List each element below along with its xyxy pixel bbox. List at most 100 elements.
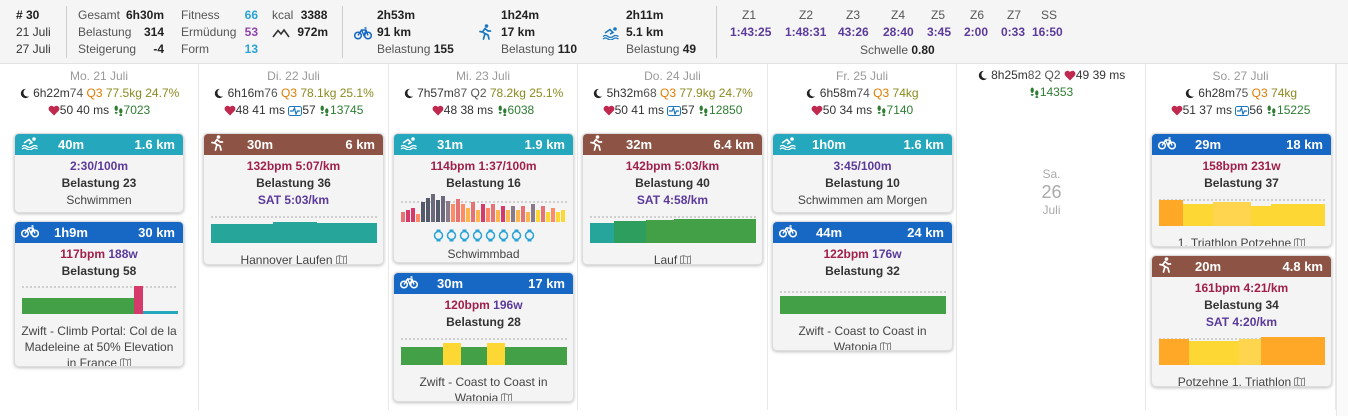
day-header[interactable]: Do. 24 Juli xyxy=(644,69,701,83)
day-header[interactable]: Mi. 23 Juli xyxy=(455,69,511,83)
activity-card[interactable]: 40m 1.6 km 2:30/100m Belastung 23 Schwim… xyxy=(14,133,184,213)
weight: 74kg xyxy=(892,86,919,100)
activity-card[interactable]: 29m 18 km 158bpm 231w Belastung 37 1. Tr… xyxy=(1151,133,1332,247)
zone-bar xyxy=(487,343,505,365)
activity-name: Zwift - Climb Portal: Col de la Madelein… xyxy=(21,324,177,367)
activity-belastung: Belastung 10 xyxy=(825,176,900,190)
day-header[interactable]: Fr. 25 Juli xyxy=(835,69,889,83)
activity-card[interactable]: 1h9m 30 km 117bpm 188w Belastung 58 Zwif… xyxy=(14,221,184,367)
zone-bar xyxy=(1261,337,1325,365)
body-fat: 25.1% xyxy=(529,86,564,100)
activity-hr: 142bpm xyxy=(625,159,672,173)
resting-hr: 50 xyxy=(59,103,74,117)
resting-hr: 49 xyxy=(1075,68,1090,82)
heart-icon xyxy=(603,105,615,116)
sleep-time: 6h58m xyxy=(819,86,857,100)
heart-icon xyxy=(1064,70,1076,81)
map-icon[interactable] xyxy=(336,255,347,265)
schwelle: Schwelle 0.80 xyxy=(860,42,935,59)
activity-power: 188w xyxy=(108,247,138,261)
activity-distance: 18 km xyxy=(1286,137,1323,152)
vitals-row: 48 38 ms 6038 xyxy=(389,102,577,119)
schwelle-value: 0.80 xyxy=(911,43,935,57)
map-icon[interactable] xyxy=(1294,377,1305,387)
activity-duration: 32m xyxy=(625,137,653,152)
activity-name-wrap: Lauf xyxy=(583,252,762,265)
zone-label: Z1 xyxy=(742,8,757,22)
fitness-values: 66 53 13 xyxy=(236,7,258,58)
activity-duration: 44m xyxy=(815,225,843,240)
steps-icon xyxy=(497,105,508,116)
heart-icon xyxy=(224,105,236,116)
activity-card[interactable]: 30m 6 km 132bpm 5:07/km Belastung 36 SAT… xyxy=(203,133,384,265)
empty-day-label[interactable]: Sa. 26 Juli xyxy=(957,167,1146,217)
activity-name-wrap: Potzehne 1. Triathlon xyxy=(1152,374,1331,387)
map-icon[interactable] xyxy=(880,342,891,351)
day-header[interactable]: Di. 22 Juli xyxy=(267,69,320,83)
mountain-icon xyxy=(272,28,290,38)
activity-card[interactable]: 31m 1.9 km 114bpm 1:37/100m Belastung 16 xyxy=(393,133,574,263)
zone-value: 1:43:25 xyxy=(730,25,772,39)
vitals-row: 50 34 ms 7140 xyxy=(768,102,956,119)
activity-belastung: Belastung 32 xyxy=(825,264,900,278)
bike-time: 2h53m xyxy=(377,8,416,22)
activity-card[interactable]: 20m 4.8 km 161bpm 4:21/km Belastung 34 S… xyxy=(1151,255,1332,387)
map-icon[interactable] xyxy=(1294,238,1305,247)
scrollbar-track[interactable] xyxy=(1336,64,1348,416)
day-column-saturday: 8h25m82 Q2 49 39 ms 14353 Sa. 26 Juli xyxy=(957,64,1146,410)
activity-hr: 122bpm xyxy=(823,247,869,261)
wellness-row: 6h28m75 Q3 74kg xyxy=(1146,85,1335,102)
sleep-quality: Q2 xyxy=(1044,68,1061,82)
pool-icon xyxy=(524,229,535,242)
pace-chart xyxy=(401,194,567,224)
sleep-time: 6h28m xyxy=(1198,86,1235,100)
activity-distance: 1.6 km xyxy=(134,137,175,152)
activity-name: Potzehne 1. Triathlon xyxy=(1177,375,1292,387)
bike-belastung-label: Belastung xyxy=(377,42,431,56)
activity-card[interactable]: 1h0m 1.6 km 3:45/100m Belastung 10 Schwi… xyxy=(772,133,953,213)
zone-chart xyxy=(780,291,946,314)
run-totals: 1h24m 17 km Belastung 110 xyxy=(501,7,577,58)
gesamt-label: Gesamt xyxy=(78,8,121,22)
hrv: 34 ms xyxy=(839,103,873,117)
steps: 15225 xyxy=(1277,103,1311,117)
zone-value: 3:45 xyxy=(927,25,952,39)
map-icon[interactable] xyxy=(120,358,131,367)
heart-icon xyxy=(48,105,60,116)
pool-icon xyxy=(433,229,444,242)
map-icon[interactable] xyxy=(501,393,512,402)
week-calendar: Mo. 21 Juli 6h22m74 Q3 77.5kg 24.7% 50 4… xyxy=(0,64,1348,416)
run-icon xyxy=(1158,257,1172,273)
activity-card[interactable]: 44m 24 km 122bpm 176w Belastung 32 Zwift… xyxy=(772,221,953,351)
activity-distance: 6.4 km xyxy=(713,137,754,152)
day-header[interactable]: Mo. 21 Juli xyxy=(69,69,129,83)
day-header[interactable]: So. 27 Juli xyxy=(1212,69,1269,83)
activity-distance: 4.8 km xyxy=(1282,259,1323,274)
steps: 14353 xyxy=(1039,85,1074,99)
activity-card[interactable]: 30m 17 km 120bpm 196w Belastung 28 Zwift… xyxy=(393,272,574,402)
zone-bar xyxy=(211,224,273,243)
weight: 78.1kg xyxy=(300,86,337,100)
body-fat: 24.7% xyxy=(145,86,180,100)
zone-bar xyxy=(1239,339,1261,365)
ermuedung-value: 53 xyxy=(244,25,258,39)
bike-belastung-value: 155 xyxy=(433,42,454,56)
activity-name-wrap: Zwift - Coast to Coast in Watopia xyxy=(394,374,573,402)
activity-distance: 17 km xyxy=(528,276,565,291)
zone-chart xyxy=(22,286,178,316)
map-icon[interactable] xyxy=(680,255,691,265)
activity-hr: 114bpm xyxy=(430,159,476,173)
hrv: 41 ms xyxy=(631,103,664,117)
pool-icon xyxy=(472,229,483,242)
moon-icon xyxy=(213,88,224,99)
activity-belastung: Belastung 58 xyxy=(61,264,137,278)
pool-icon xyxy=(446,229,457,242)
stress: 57 xyxy=(302,103,316,117)
form-value: 13 xyxy=(244,42,258,56)
sleep-quality: Q3 xyxy=(1251,86,1268,100)
steps: 6038 xyxy=(507,103,535,117)
moon-icon xyxy=(1184,88,1195,99)
activity-sat: SAT 4:58/km xyxy=(636,193,709,207)
steps: 13745 xyxy=(330,103,364,117)
activity-card[interactable]: 32m 6.4 km 142bpm 5:03/km Belastung 40 S… xyxy=(582,133,763,265)
